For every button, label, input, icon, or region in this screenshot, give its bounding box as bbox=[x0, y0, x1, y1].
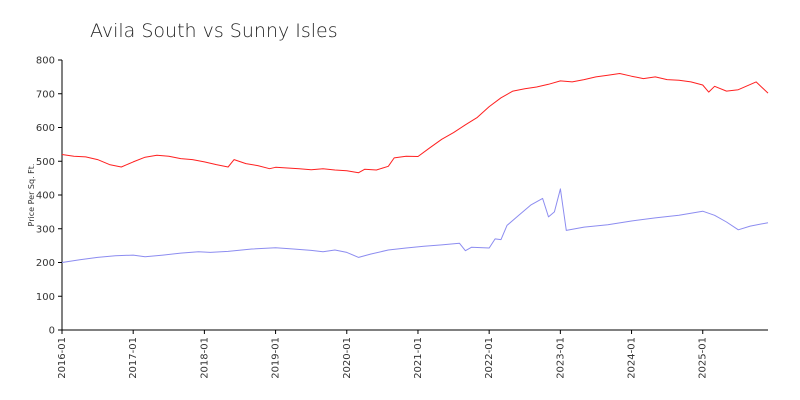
x-tick-label: 2025-01 bbox=[698, 337, 709, 379]
y-tick-label: 300 bbox=[36, 224, 55, 235]
x-tick-label: 2017-01 bbox=[128, 337, 139, 379]
y-axis-label-group: Price Per Sq. Ft. bbox=[27, 164, 36, 227]
y-axis: 0 100 200 300 400 500 600 700 800 bbox=[36, 56, 63, 337]
series-line-1 bbox=[61, 73, 769, 174]
y-tick-label: 700 bbox=[36, 89, 55, 100]
y-tick-label: 200 bbox=[36, 258, 55, 269]
x-tick-label: 2016-01 bbox=[57, 337, 68, 379]
series-group bbox=[61, 73, 769, 263]
y-axis-label: Price Per Sq. Ft. bbox=[27, 164, 36, 227]
x-tick-label: 2020-01 bbox=[342, 337, 353, 379]
x-tick-label: 2022-01 bbox=[484, 337, 495, 379]
y-tick-label: 500 bbox=[36, 157, 55, 168]
y-tick-label: 0 bbox=[49, 326, 55, 337]
y-tick-label: 400 bbox=[36, 191, 55, 202]
x-tick-label: 2018-01 bbox=[199, 337, 210, 379]
x-tick-label: 2019-01 bbox=[271, 337, 282, 379]
x-tick-label: 2024-01 bbox=[627, 337, 638, 379]
y-tick-label: 600 bbox=[36, 123, 55, 134]
y-tick-label: 800 bbox=[36, 56, 55, 67]
series-line-2 bbox=[61, 188, 769, 263]
chart-title: Avila South vs Sunny Isles bbox=[90, 20, 338, 42]
x-axis: 2016-01 2017-01 2018-01 2019-01 2020-01 2021-… bbox=[57, 329, 768, 379]
x-tick-label: 2023-01 bbox=[555, 337, 566, 379]
x-tick-label: 2021-01 bbox=[413, 337, 424, 379]
y-tick-label: 100 bbox=[36, 292, 55, 303]
